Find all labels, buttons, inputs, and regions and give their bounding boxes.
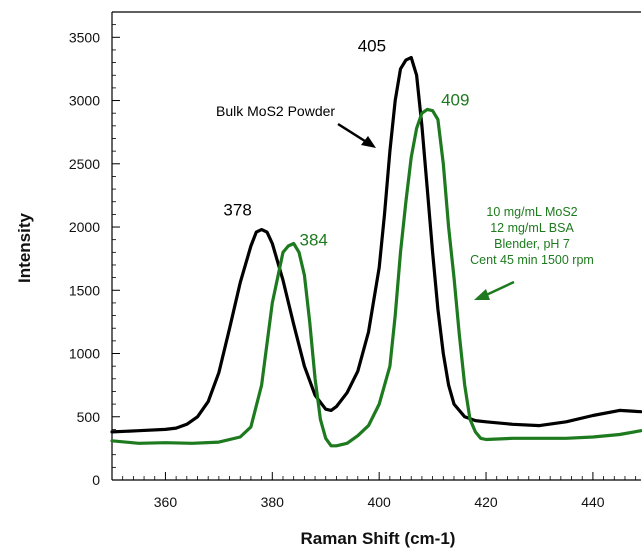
bulk-annotation-arrow — [337, 122, 376, 148]
y-tick-label: 500 — [77, 409, 101, 425]
bulk-annotation-text: Bulk MoS2 Powder — [216, 103, 335, 119]
series-bsa-line — [110, 107, 642, 448]
y-tick-label: 2000 — [69, 219, 100, 235]
y-tick-label: 3000 — [69, 93, 100, 109]
y-tick-label: 0 — [92, 472, 100, 488]
y-axis-ticks: 0 500 1000 1500 2000 2500 3000 3500 — [69, 24, 120, 488]
peak-label-405: 405 — [358, 37, 386, 56]
sample-annotation-arrow — [474, 280, 515, 300]
y-tick-label: 1500 — [69, 282, 100, 298]
x-axis-title: Raman Shift (cm-1) — [301, 529, 456, 548]
sample-annotation-line-4: Cent 45 min 1500 rpm — [470, 253, 594, 267]
y-tick-label: 1000 — [69, 346, 100, 362]
peak-label-409: 409 — [441, 90, 469, 109]
x-tick-label: 360 — [154, 494, 178, 510]
x-tick-label: 400 — [367, 494, 391, 510]
sample-annotation-line-1: 10 mg/mL MoS2 — [486, 205, 577, 219]
peak-label-384: 384 — [299, 230, 327, 249]
x-tick-label: 380 — [261, 494, 285, 510]
series-bulk-line — [110, 55, 642, 434]
sample-annotation-line-3: Blender, pH 7 — [494, 237, 570, 251]
x-axis-ticks: 360 380 400 420 440 — [122, 472, 637, 510]
label-layer: 378 384 405 409 — [223, 37, 469, 250]
sample-annotation-line-2: 12 mg/mL BSA — [490, 221, 574, 235]
y-tick-label: 2500 — [69, 156, 100, 172]
x-tick-label: 440 — [581, 494, 605, 510]
x-tick-label: 420 — [474, 494, 498, 510]
y-tick-label: 3500 — [69, 29, 100, 45]
series-layer — [110, 55, 642, 448]
sample-annotation: 10 mg/mL MoS2 12 mg/mL BSA Blender, pH 7… — [470, 205, 594, 267]
y-axis-title: Intensity — [15, 213, 34, 283]
peak-label-378: 378 — [223, 201, 251, 220]
plot-frame — [111, 11, 641, 481]
